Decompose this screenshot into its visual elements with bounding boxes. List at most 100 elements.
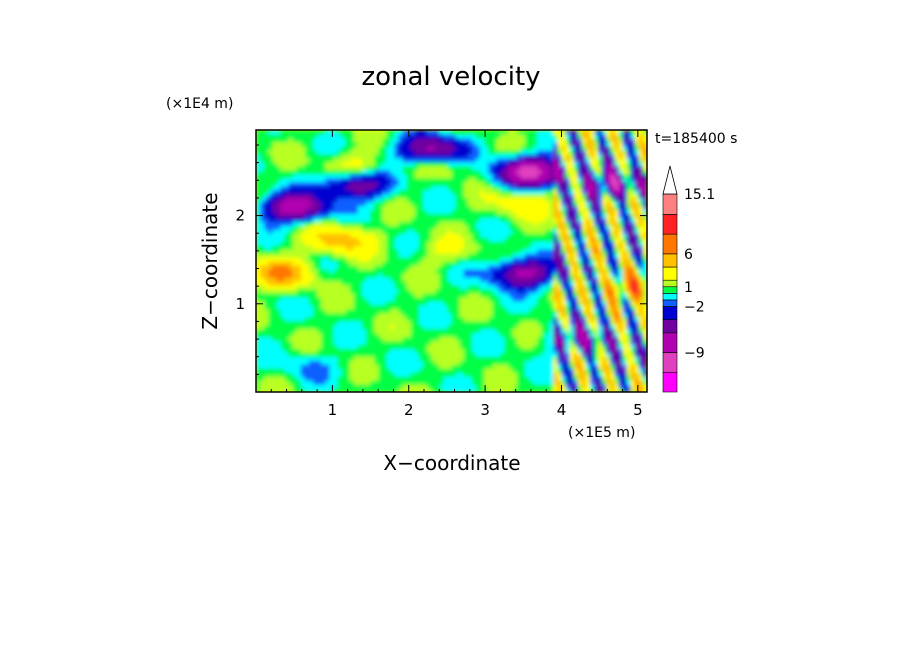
heat-cell [553, 197, 558, 203]
heat-cell [386, 141, 391, 147]
heat-cell [317, 380, 322, 385]
heat-cell [304, 130, 310, 135]
heat-cell [268, 261, 273, 266]
heat-cell [296, 237, 302, 242]
heat-cell [516, 261, 522, 266]
heat-cell [447, 364, 453, 369]
heat-cell [480, 368, 485, 373]
heat-cell [537, 284, 542, 290]
heat-cell [549, 324, 554, 330]
heat-cell [500, 344, 506, 349]
heat-cell [345, 332, 351, 338]
heat-cell [528, 268, 534, 274]
heat-cell [321, 193, 326, 199]
heat-cell [480, 284, 485, 290]
heat-cell [321, 384, 326, 389]
heat-cell [443, 153, 449, 159]
heat-cell [406, 245, 412, 250]
heat-cell [264, 205, 269, 210]
heat-cell [337, 237, 343, 242]
heat-cell [284, 276, 290, 282]
heat-cell [427, 320, 432, 326]
heat-cell [378, 137, 383, 143]
heat-cell [520, 261, 526, 266]
heat-cell [467, 336, 473, 341]
heat-cell [304, 217, 310, 222]
heat-cell [329, 153, 334, 159]
heat-cell [402, 221, 408, 226]
heat-cell [296, 145, 302, 151]
heat-cell [264, 237, 269, 242]
heat-cell [414, 185, 420, 191]
heat-cell [304, 284, 310, 290]
heat-cell [341, 245, 347, 250]
heat-cell [512, 233, 518, 238]
heat-cell [370, 376, 375, 381]
heat-cell [524, 284, 530, 290]
heat-cell [459, 229, 465, 234]
heat-cell [276, 249, 282, 254]
heat-cell [443, 276, 449, 282]
heat-cell [349, 249, 355, 254]
heat-cell [378, 308, 383, 314]
heat-cell [300, 133, 306, 139]
heat-cell [386, 316, 391, 322]
heat-cell [353, 348, 359, 353]
heat-cell [382, 280, 387, 286]
heat-cell [410, 217, 416, 222]
heat-cell [504, 372, 510, 377]
heat-cell [296, 296, 302, 302]
heat-cell [532, 300, 538, 306]
heat-cell [390, 233, 396, 238]
heat-cell [484, 264, 489, 270]
heat-cell [276, 181, 282, 187]
heat-cell [447, 149, 453, 155]
heat-cell [296, 141, 302, 147]
heat-cell [471, 217, 477, 222]
heat-cell [308, 368, 314, 373]
heat-cell [480, 229, 485, 234]
heat-cell [528, 272, 534, 278]
heat-cell [296, 185, 302, 191]
heat-cell [410, 201, 416, 207]
heat-cell [545, 288, 550, 294]
heat-cell [260, 181, 265, 187]
heat-cell [386, 272, 391, 278]
heat-cell [528, 296, 534, 302]
heat-cell [272, 348, 277, 353]
heat-cell [431, 328, 436, 334]
heat-cell [370, 185, 375, 191]
heat-cell [402, 165, 408, 171]
heat-cell [418, 284, 424, 290]
heat-cell [349, 284, 355, 290]
heat-cell [280, 197, 286, 203]
heat-cell [488, 264, 493, 270]
heat-cell [422, 185, 428, 191]
heat-cell [520, 177, 526, 183]
heat-cell [484, 213, 489, 218]
heat-cell [484, 332, 489, 338]
heat-cell [504, 213, 510, 218]
heat-cell [537, 304, 542, 310]
heat-cell [313, 181, 318, 187]
heat-cell [443, 380, 449, 385]
heat-cell [394, 304, 400, 310]
heat-cell [471, 149, 477, 155]
heat-cell [455, 292, 461, 298]
heat-cell [480, 356, 485, 361]
heat-cell [341, 352, 347, 357]
heat-cell [394, 229, 400, 234]
heat-cell [300, 284, 306, 290]
heat-cell [386, 130, 391, 135]
heat-cell [541, 268, 546, 274]
heat-cell [488, 384, 493, 389]
heat-cell [475, 324, 481, 330]
heat-cell [524, 348, 530, 353]
heat-cell [516, 185, 522, 191]
heat-cell [471, 141, 477, 147]
heat-cell [284, 133, 290, 139]
heat-cell [467, 380, 473, 385]
heat-cell [471, 157, 477, 163]
heat-cell [329, 189, 334, 195]
heat-cell [480, 296, 485, 302]
